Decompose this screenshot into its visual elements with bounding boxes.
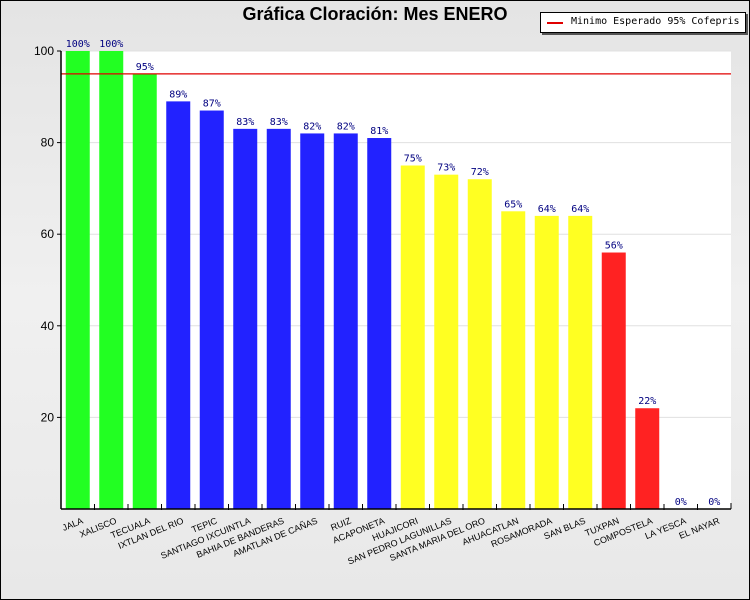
bar	[99, 51, 124, 509]
y-tick-label: 80	[41, 136, 55, 150]
bar	[434, 174, 459, 509]
legend-label: Minimo Esperado 95% Cofepris	[571, 16, 740, 27]
bar	[534, 215, 559, 509]
data-label: 87%	[203, 99, 221, 110]
bar	[367, 138, 392, 509]
bar	[233, 128, 258, 510]
bar	[199, 110, 224, 509]
data-label: 64%	[538, 204, 556, 215]
data-label: 89%	[169, 89, 187, 100]
data-label: 56%	[605, 241, 623, 252]
bar	[501, 211, 526, 510]
y-tick-label: 60	[41, 227, 55, 241]
bar	[333, 133, 358, 509]
bar	[568, 215, 593, 509]
data-label: 0%	[675, 497, 687, 508]
legend: Minimo Esperado 95% Cofepris	[540, 12, 746, 33]
data-label: 83%	[270, 117, 288, 128]
legend-swatch-reference-line	[547, 22, 563, 24]
data-label: 0%	[708, 497, 720, 508]
bar	[266, 128, 291, 510]
data-label: 100%	[66, 39, 90, 50]
bar	[132, 73, 157, 510]
data-label: 95%	[136, 62, 154, 73]
data-label: 72%	[471, 167, 489, 178]
data-label: 65%	[504, 199, 522, 210]
data-label: 64%	[571, 204, 589, 215]
plot-area	[61, 51, 731, 509]
y-tick-label: 20	[41, 410, 55, 424]
data-label: 75%	[404, 154, 422, 165]
bar	[400, 165, 425, 509]
bar	[166, 101, 191, 509]
chart-title: Gráfica Cloración: Mes ENERO	[242, 4, 508, 24]
data-label: 73%	[437, 163, 455, 174]
bar	[635, 408, 660, 509]
data-label: 81%	[370, 126, 388, 137]
y-tick-label: 100	[34, 44, 54, 58]
data-label: 82%	[337, 121, 355, 132]
bar	[65, 51, 90, 509]
data-label: 100%	[99, 39, 123, 50]
data-label: 82%	[303, 121, 321, 132]
bar	[300, 133, 325, 509]
data-label: 22%	[638, 396, 656, 407]
y-tick-label: 40	[41, 319, 55, 333]
data-label: 83%	[236, 117, 254, 128]
bar	[467, 179, 492, 510]
bar	[601, 252, 626, 509]
